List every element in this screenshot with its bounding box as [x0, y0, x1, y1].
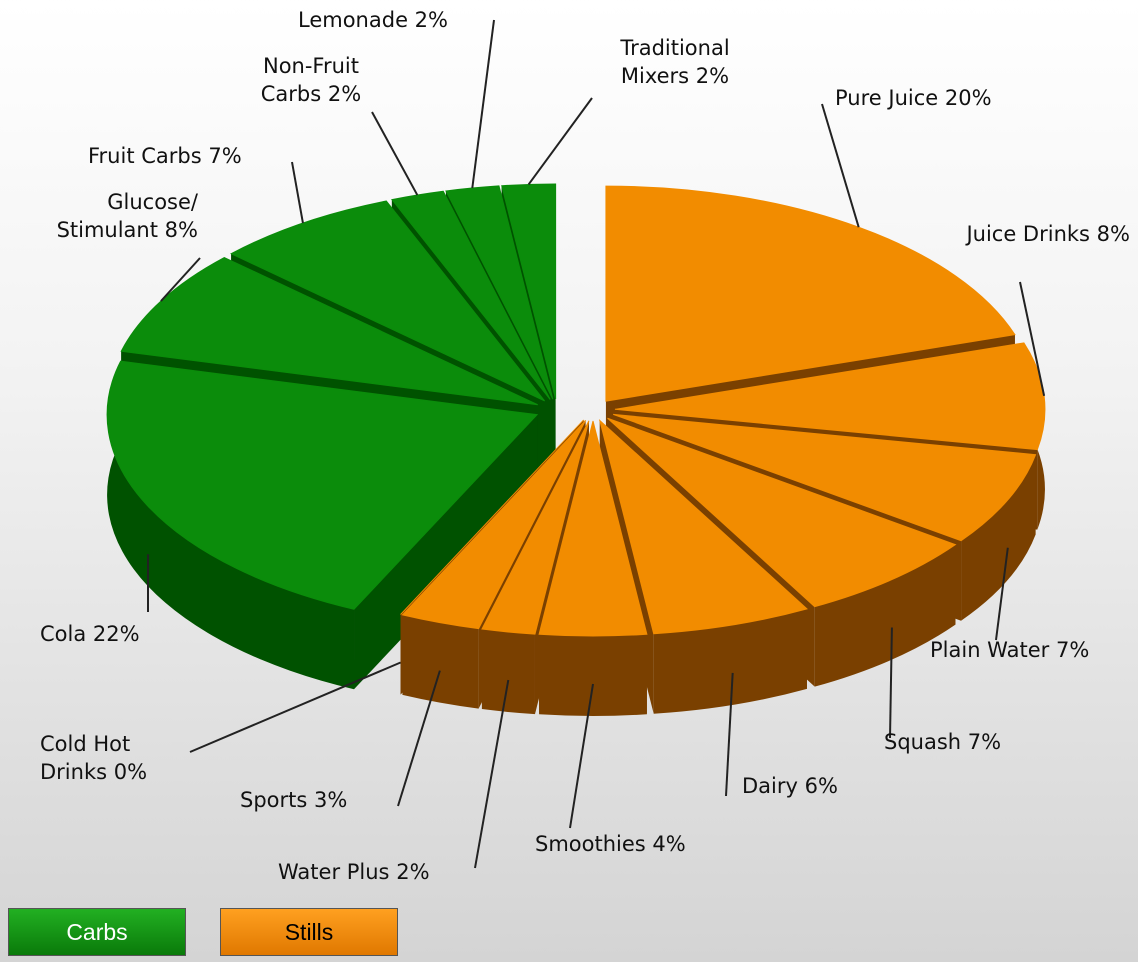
slice — [538, 420, 648, 716]
leader-line — [471, 19, 495, 189]
category-label: Juice Drinks — [966, 222, 1090, 246]
leader-line — [725, 672, 734, 797]
slice — [106, 360, 539, 690]
slice-side — [481, 629, 535, 715]
value-label: 2% — [414, 8, 448, 32]
slice-side — [961, 454, 1036, 621]
category-label: Cola — [40, 622, 87, 646]
value-label: 8% — [164, 218, 198, 242]
slice-side — [402, 614, 479, 709]
data-label: Pure Juice 20% — [835, 84, 1115, 112]
leader-line — [160, 257, 201, 302]
category-label: Smoothies — [535, 832, 646, 856]
value-label: 7% — [967, 730, 1002, 754]
slice-side — [107, 361, 355, 690]
leader-line — [371, 111, 419, 196]
category-label: Plain Water — [930, 638, 1050, 662]
data-label: Fruit Carbs 7% — [88, 142, 298, 170]
data-label: Traditional Mixers 2% — [585, 34, 765, 90]
value-label: 2% — [396, 860, 430, 884]
legend-item[interactable]: Stills — [220, 908, 398, 956]
category-label: Water Plus — [278, 860, 390, 884]
category-label: Glucose/ Stimulant — [56, 190, 198, 242]
slice-side — [653, 608, 807, 714]
data-label: Lemonade 2% — [298, 6, 498, 34]
value-label: 3% — [314, 788, 348, 812]
leader-line — [821, 103, 860, 228]
leader-line — [527, 97, 593, 186]
value-label: 22% — [92, 622, 140, 646]
slice — [401, 420, 586, 630]
data-label: Plain Water 7% — [930, 636, 1138, 664]
slice — [605, 185, 1016, 402]
value-label: 20% — [944, 86, 992, 110]
data-label: Cold Hot Drinks 0% — [40, 730, 190, 786]
slice — [501, 183, 557, 400]
category-label: Sports — [240, 788, 308, 812]
data-label: Dairy 6% — [742, 772, 872, 800]
category-label: Fruit Carbs — [88, 144, 202, 168]
category-label: Traditional Mixers — [620, 36, 730, 88]
leader-line — [889, 627, 893, 739]
data-label: Non-Fruit Carbs 2% — [236, 52, 386, 108]
leader-line — [397, 670, 441, 807]
slice — [400, 419, 584, 615]
value-label: 0% — [113, 760, 148, 784]
value-label: 8% — [1096, 222, 1130, 246]
data-label: Squash 7% — [884, 728, 1044, 756]
data-label: Cola 22% — [40, 620, 190, 648]
slice — [607, 417, 957, 608]
category-label: Non-Fruit Carbs — [260, 54, 359, 106]
slice — [598, 418, 808, 635]
value-label: 4% — [652, 832, 686, 856]
category-label: Squash — [884, 730, 962, 754]
slice-side — [539, 634, 647, 716]
category-label: Lemonade — [298, 8, 408, 32]
data-label: Juice Drinks 8% — [930, 220, 1130, 248]
leader-line — [291, 161, 304, 224]
value-label: 6% — [804, 774, 838, 798]
leader-line — [995, 547, 1009, 641]
leader-line — [474, 679, 510, 869]
slice-side — [814, 544, 956, 687]
chart — [106, 19, 1046, 869]
category-label: Cold Hot Drinks — [40, 732, 131, 784]
data-label: Water Plus 2% — [278, 858, 488, 886]
slice — [538, 420, 648, 637]
slice — [481, 420, 590, 635]
slice — [106, 360, 539, 610]
leader-line — [569, 683, 594, 829]
data-label: Glucose/ Stimulant 8% — [8, 188, 198, 244]
value-label: 2% — [327, 82, 362, 106]
data-label: Sports 3% — [240, 786, 400, 814]
category-label: Dairy — [742, 774, 798, 798]
category-label: Pure Juice — [835, 86, 939, 110]
value-label: 7% — [208, 144, 242, 168]
value-label: 7% — [1055, 638, 1090, 662]
leader-line — [1019, 281, 1046, 397]
slice — [613, 413, 1037, 542]
legend-item[interactable]: Carbs — [8, 908, 186, 956]
value-label: 2% — [695, 64, 730, 88]
leader-line — [189, 661, 401, 753]
data-label: Smoothies 4% — [535, 830, 745, 858]
slice — [230, 200, 546, 402]
